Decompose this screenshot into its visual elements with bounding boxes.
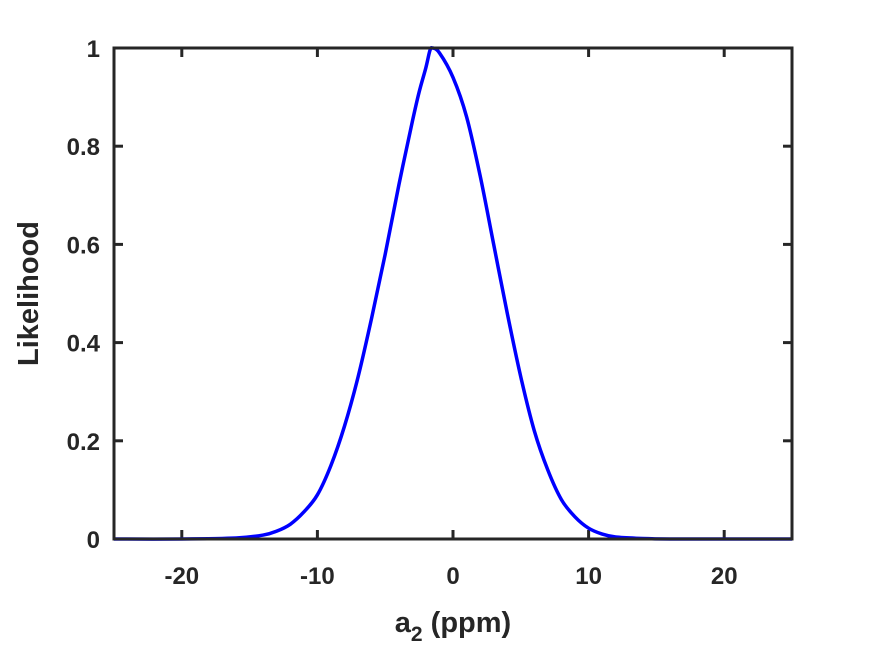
x-axis-label: a2 (ppm) bbox=[395, 607, 511, 646]
x-axis-label-suffix: (ppm) bbox=[423, 607, 512, 639]
x-tick-label: -20 bbox=[164, 563, 199, 590]
x-tick-label: 0 bbox=[446, 563, 459, 590]
y-tick-label: 1 bbox=[87, 36, 100, 63]
y-tick-label: 0.4 bbox=[67, 331, 101, 358]
y-tick-label: 0 bbox=[87, 527, 100, 554]
y-axis-label: Likelihood bbox=[13, 221, 45, 366]
x-tick-label: 10 bbox=[575, 563, 602, 590]
y-tick-label: 0.2 bbox=[67, 429, 100, 456]
x-axis-label-base: a bbox=[395, 607, 412, 639]
tick-labels: -20 -10 0 10 20 0 0.2 0.4 0.6 0.8 1 bbox=[67, 36, 738, 590]
likelihood-curve bbox=[113, 45, 792, 541]
plot-frame bbox=[112, 46, 794, 541]
series-group bbox=[113, 45, 792, 541]
x-tick-label: -10 bbox=[300, 563, 335, 590]
y-tick-label: 0.8 bbox=[67, 134, 100, 161]
x-axis-label-subscript: 2 bbox=[411, 623, 423, 646]
axis-ticks bbox=[114, 46, 792, 541]
x-tick-label: 20 bbox=[711, 563, 738, 590]
y-tick-label: 0.6 bbox=[67, 232, 100, 259]
